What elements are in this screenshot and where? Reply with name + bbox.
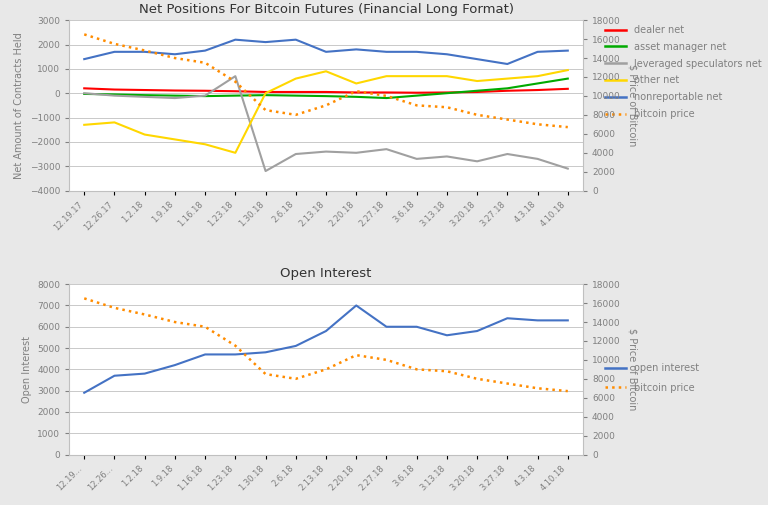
Legend: open interest, bitcoin price: open interest, bitcoin price xyxy=(604,363,699,393)
Y-axis label: $ Price of Bitcoin: $ Price of Bitcoin xyxy=(627,328,637,411)
Title: Net Positions For Bitcoin Futures (Financial Long Format): Net Positions For Bitcoin Futures (Finan… xyxy=(138,3,514,16)
Y-axis label: Open Interest: Open Interest xyxy=(22,336,31,403)
Y-axis label: Net Amount of Contracts Held: Net Amount of Contracts Held xyxy=(14,32,24,179)
Y-axis label: $ Price of Bitcoin: $ Price of Bitcoin xyxy=(627,64,637,146)
Legend: dealer net, asset manager net, leveraged speculators net, other net, nonreportab: dealer net, asset manager net, leveraged… xyxy=(604,25,762,119)
Title: Open Interest: Open Interest xyxy=(280,267,372,280)
